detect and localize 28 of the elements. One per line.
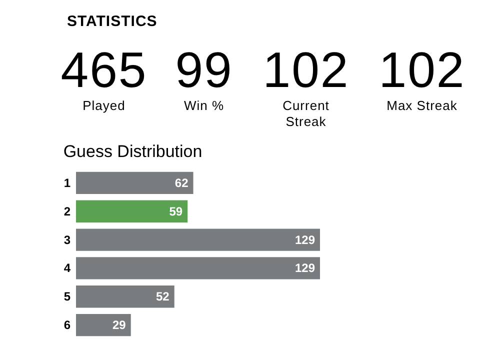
bar: [76, 257, 320, 280]
data-label: 52: [156, 290, 170, 304]
y-tick-label: 6: [64, 318, 71, 332]
text: Current Streak: [282, 98, 330, 130]
bar: [76, 314, 131, 336]
chart-title: Guess Distribution: [63, 142, 202, 161]
bar: [76, 200, 188, 222]
text: 99: [174, 42, 234, 98]
y-tick-label: 3: [64, 232, 71, 247]
y-tick-label: 5: [64, 290, 71, 304]
text: 465: [60, 42, 148, 98]
bar: [76, 228, 320, 251]
data-label: 62: [174, 176, 189, 190]
text: 102: [262, 42, 350, 98]
y-tick-label: 4: [64, 261, 71, 276]
text: Win %: [182, 98, 226, 114]
data-label: 29: [112, 318, 126, 332]
text: STATISTICS: [67, 13, 158, 30]
text: Played: [82, 98, 126, 114]
data-label: 129: [294, 232, 316, 247]
data-label: 59: [169, 204, 183, 218]
y-tick-label: 1: [64, 176, 71, 190]
text: 102: [378, 42, 466, 98]
bar: [76, 172, 194, 194]
bar: [76, 286, 174, 308]
y-tick-label: 2: [64, 204, 71, 218]
data-label: 129: [294, 261, 316, 276]
text: Max Streak: [386, 98, 458, 114]
